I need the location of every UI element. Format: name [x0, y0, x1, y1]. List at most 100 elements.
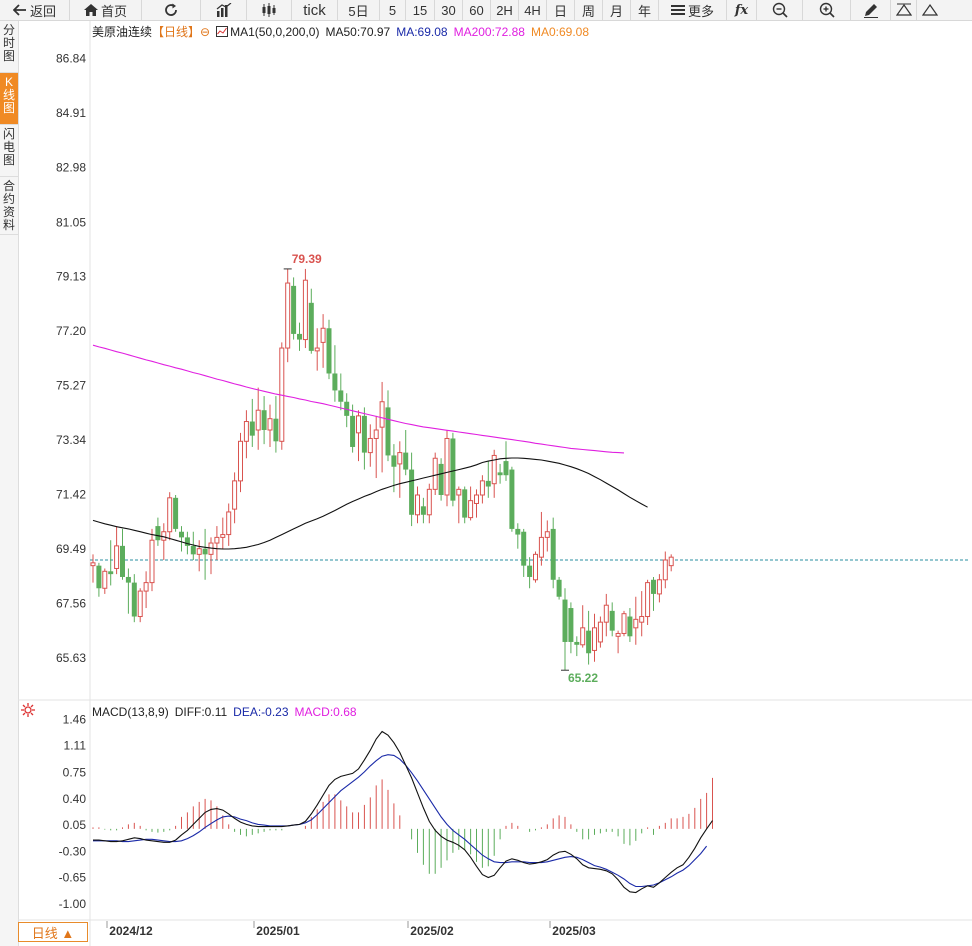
candle — [208, 537, 214, 575]
draw-button[interactable] — [851, 0, 891, 20]
macd-tick-label: 0.05 — [63, 818, 87, 832]
chart-toggle-icon[interactable] — [216, 26, 229, 37]
candle — [474, 489, 479, 518]
candle — [468, 486, 474, 521]
candle-body — [356, 415, 361, 434]
formula-button[interactable]: fx — [727, 0, 757, 20]
candle-body — [562, 599, 568, 642]
period-5m[interactable]: 5 — [380, 0, 406, 20]
more-button[interactable]: 更多 — [659, 0, 727, 20]
candle — [609, 602, 615, 637]
candle-body — [521, 531, 527, 566]
candle — [149, 528, 155, 592]
candle — [367, 424, 373, 467]
candle-body — [391, 455, 397, 467]
candle — [214, 526, 220, 560]
diff-line — [93, 730, 713, 894]
zoom-out-button[interactable] — [757, 0, 803, 20]
period-30m[interactable]: 30 — [435, 0, 463, 20]
candle-body — [592, 627, 597, 651]
macd-legend: MACD(13,8,9) DIFF:0.11 DEA:-0.23 MACD:0.… — [92, 705, 357, 719]
date-tick-label: 2024/12 — [109, 924, 153, 938]
candle-body — [568, 608, 574, 642]
candle-body — [108, 571, 114, 575]
period-4h[interactable]: 4H — [519, 0, 547, 20]
candle — [108, 540, 114, 586]
candle-body — [462, 489, 468, 518]
candle — [279, 342, 285, 450]
candle — [603, 593, 609, 637]
more-label: 更多 — [687, 3, 714, 19]
candle-body — [597, 621, 603, 643]
triangle-up-icon — [895, 3, 912, 16]
macd-settings-icon[interactable] — [21, 703, 35, 717]
candle-body — [544, 531, 550, 538]
candle — [267, 404, 273, 447]
candle-body — [639, 616, 645, 623]
candle — [273, 396, 279, 453]
period-60m[interactable]: 60 — [463, 0, 491, 20]
price-legend: 美原油连续 【日线】 ⊖ MA1(50,0,200,0) MA50:70.97 MA… — [92, 23, 589, 40]
period-5d[interactable]: 5日 — [338, 0, 380, 20]
home-button[interactable]: 首页 — [70, 0, 142, 20]
candle-body — [255, 409, 261, 431]
period-day[interactable]: 日 — [547, 0, 575, 20]
date-tick-label: 2025/01 — [256, 924, 300, 938]
candle — [426, 483, 432, 524]
candle — [562, 588, 568, 671]
candle — [485, 461, 491, 498]
home-icon — [83, 4, 98, 16]
candle — [350, 404, 356, 453]
price-tick-label: 84.91 — [56, 106, 86, 120]
candle — [415, 486, 420, 524]
sidebar-tab-flash[interactable]: 闪电图 — [0, 125, 18, 177]
candle-body — [167, 497, 173, 533]
zoom-in-button[interactable] — [803, 0, 851, 20]
period-tick[interactable]: tick — [292, 0, 338, 20]
period-month[interactable]: 月 — [603, 0, 631, 20]
period-15m[interactable]: 15 — [406, 0, 435, 20]
candle — [597, 616, 603, 648]
macd-name: MACD(13,8,9) — [92, 705, 169, 719]
candle — [656, 574, 662, 603]
low-label: 65.22 — [568, 671, 598, 685]
moving-averages — [92, 344, 648, 550]
candle — [456, 486, 462, 524]
price-tick-label: 71.42 — [56, 487, 86, 501]
toolbar: 返回 首页 tick 5日 5 15 30 60 2H 4H 日 周 月 年 更… — [0, 0, 972, 21]
candle — [580, 605, 586, 648]
period-dropdown[interactable]: 日线 ▲ — [18, 922, 88, 942]
candle — [249, 398, 255, 447]
triangle-up-outline-icon — [922, 3, 938, 16]
candle — [314, 328, 320, 371]
collapse-up-button[interactable] — [891, 0, 917, 20]
collapse-down-button[interactable] — [917, 0, 943, 20]
candle-body — [179, 531, 184, 538]
sidebar-tab-contract[interactable]: 合约资料 — [0, 177, 18, 235]
period-dropdown-label: 日线 ▲ — [31, 925, 75, 941]
price-tick-label: 82.98 — [56, 161, 86, 175]
zoom-in-icon — [819, 2, 835, 18]
candle-body — [556, 579, 562, 597]
period-year[interactable]: 年 — [631, 0, 659, 20]
settings-circle-icon[interactable]: ⊖ — [200, 24, 211, 39]
sidebar-tab-timeshare[interactable]: 分时图 — [0, 21, 18, 73]
candle — [190, 531, 196, 560]
indicator-button[interactable] — [201, 0, 247, 20]
candle-body — [350, 415, 356, 447]
period-2h[interactable]: 2H — [491, 0, 519, 20]
candle-body — [125, 576, 131, 583]
candle — [297, 322, 302, 351]
candle-body — [397, 452, 403, 465]
price-tick-label: 86.84 — [56, 52, 86, 66]
back-button[interactable]: 返回 — [0, 0, 70, 20]
candle-body — [344, 401, 350, 416]
period-week[interactable]: 周 — [575, 0, 603, 20]
refresh-button[interactable] — [142, 0, 201, 20]
candle — [308, 288, 314, 354]
candle-type-button[interactable] — [247, 0, 292, 20]
sidebar-tab-kline[interactable]: K线图 — [0, 73, 18, 125]
price-tick-label: 67.56 — [56, 597, 86, 611]
candle-body — [527, 565, 533, 577]
